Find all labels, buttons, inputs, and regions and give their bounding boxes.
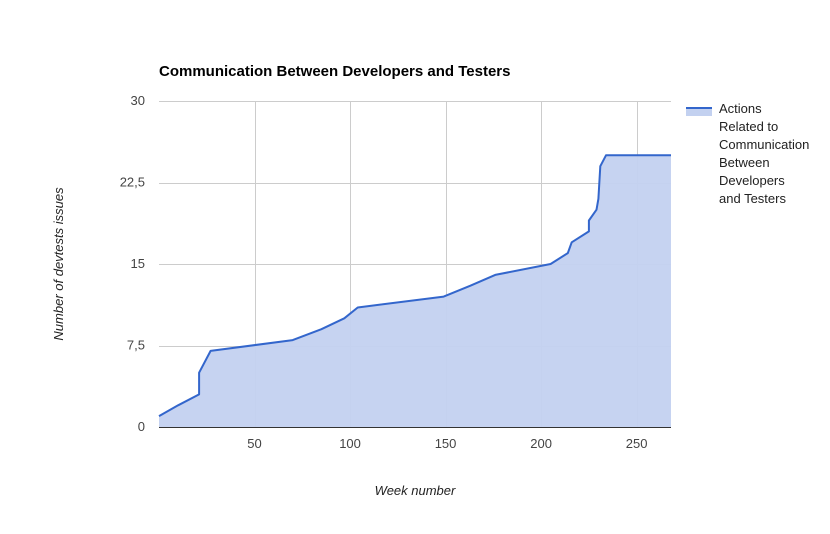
legend: Actions Related to Communication Between Dev… xyxy=(686,101,809,206)
series-line xyxy=(158,154,671,417)
series-area-fill xyxy=(159,155,671,428)
x-axis-title: Week number xyxy=(375,483,456,498)
x-tick-label: 200 xyxy=(530,436,552,451)
x-tick-label: 150 xyxy=(435,436,457,451)
axes: 0 7,5 15 22,5 30 50 100 150 200 250 xyxy=(120,93,671,451)
legend-label: Actions Related to Communication Between Dev… xyxy=(719,101,809,206)
y-tick-label: 22,5 xyxy=(120,175,145,190)
x-tick-label: 50 xyxy=(247,436,261,451)
y-tick-label: 15 xyxy=(131,256,145,271)
series-area xyxy=(158,154,671,428)
y-tick-label: 0 xyxy=(138,419,145,434)
chart-title: Communication Between Developers and Tes… xyxy=(159,63,510,80)
y-tick-label: 30 xyxy=(131,93,145,108)
x-tick-label: 250 xyxy=(626,436,648,451)
legend-swatch xyxy=(686,107,712,116)
x-tick-label: 100 xyxy=(339,436,361,451)
y-tick-label: 7,5 xyxy=(127,338,145,353)
y-axis-title: Number of devtests issues xyxy=(51,187,66,341)
